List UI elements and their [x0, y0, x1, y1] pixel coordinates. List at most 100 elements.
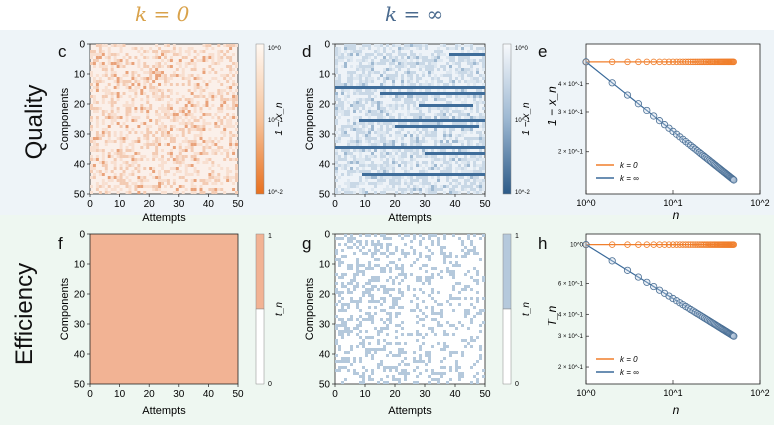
heatmap-cell — [350, 47, 353, 50]
heatmap-cell — [131, 89, 135, 92]
heatmap-f-cells — [89, 233, 239, 385]
heatmap-cell — [461, 122, 464, 125]
heatmap-cell — [232, 176, 236, 179]
heatmap-cell — [383, 167, 386, 170]
heatmap-cell — [374, 249, 377, 252]
heatmap-cell — [164, 77, 167, 80]
heatmap-cell — [368, 342, 371, 345]
heatmap-cell — [443, 366, 446, 369]
heatmap-cell — [235, 146, 238, 149]
heatmap-cell — [440, 324, 443, 327]
heatmap-cell — [125, 185, 129, 188]
heatmap-cell — [386, 170, 389, 173]
heatmap-cell — [425, 116, 428, 119]
heatmap-cell — [193, 155, 197, 158]
heatmap-cell — [395, 330, 398, 333]
heatmap-cell — [395, 56, 398, 59]
heatmap-cell — [434, 191, 437, 194]
heatmap-cell — [398, 95, 401, 98]
heatmap-cell — [362, 294, 365, 297]
heatmap-cell — [389, 351, 392, 354]
heatmap-cell — [113, 176, 117, 179]
heatmap-cell — [199, 116, 203, 119]
xtick-label: 40 — [203, 389, 215, 400]
heatmap-cell — [377, 182, 380, 185]
heatmap-cell — [362, 134, 365, 137]
heatmap-cell — [353, 369, 356, 372]
heatmap-cell — [383, 107, 386, 110]
heatmap-cell — [419, 110, 422, 113]
heatmap-cell — [461, 92, 464, 95]
heatmap-cell — [368, 119, 371, 122]
heatmap-cell — [407, 101, 410, 104]
heatmap-cell — [428, 249, 431, 252]
heatmap-cell — [214, 152, 218, 155]
heatmap-cell — [467, 173, 470, 176]
heatmap-cell — [467, 252, 470, 255]
heatmap-cell — [449, 176, 452, 179]
heatmap-cell — [335, 71, 338, 74]
heatmap-cell — [181, 158, 185, 161]
panel-label-d: d — [302, 42, 312, 61]
heatmap-cell — [473, 188, 476, 191]
heatmap-cell — [374, 44, 377, 47]
heatmap-cell — [137, 137, 141, 140]
heatmap-cell — [386, 143, 389, 146]
heatmap-cell — [371, 89, 374, 92]
heatmap-cell — [470, 366, 473, 369]
heatmap-cell — [398, 372, 401, 375]
heatmap-cell — [356, 258, 359, 261]
heatmap-cell — [158, 179, 162, 182]
heatmap-cell — [362, 107, 365, 110]
heatmap-cell — [359, 321, 362, 324]
heatmap-cell — [166, 77, 170, 80]
heatmap-cell — [226, 179, 230, 182]
xlabel-f: Attempts — [142, 405, 186, 417]
heatmap-cell — [347, 240, 350, 243]
heatmap-cell — [389, 182, 392, 185]
heatmap-cell — [149, 107, 153, 110]
heatmap-cell — [347, 282, 350, 285]
heatmap-cell — [410, 86, 413, 89]
heatmap-cell — [398, 65, 401, 68]
heatmap-cell — [389, 252, 392, 255]
heatmap-cell — [413, 146, 416, 149]
heatmap-cell — [217, 80, 221, 83]
heatmap-cell — [452, 185, 455, 188]
heatmap-cell — [347, 182, 350, 185]
heatmap-cell — [98, 47, 102, 50]
heatmap-cell — [172, 173, 176, 176]
heatmap-cell — [338, 155, 341, 158]
heatmap-cell — [341, 158, 344, 161]
heatmap-cell — [371, 288, 374, 291]
heatmap-cell — [374, 327, 377, 330]
heatmap-cell — [482, 125, 485, 128]
heatmap-cell — [205, 140, 209, 143]
heatmap-cell — [479, 357, 482, 360]
heatmap-cell — [362, 188, 365, 191]
heatmap-cell — [380, 128, 383, 131]
heatmap-cell — [419, 125, 422, 128]
heatmap-cell — [125, 83, 129, 86]
heatmap-d-cells — [335, 44, 485, 194]
heatmap-cell — [425, 176, 428, 179]
heatmap-cell — [449, 143, 452, 146]
heatmap-cell — [395, 366, 398, 369]
heatmap-cell — [404, 378, 407, 381]
heatmap-cell — [449, 354, 452, 357]
heatmap-cell — [479, 119, 482, 122]
heatmap-cell — [380, 44, 383, 47]
heatmap-cell — [335, 137, 338, 140]
heatmap-cell — [473, 179, 476, 182]
heatmap-cell — [101, 101, 105, 104]
heatmap-cell — [235, 143, 238, 146]
heatmap-cell — [419, 83, 422, 86]
heatmap-cell — [434, 74, 437, 77]
heatmap-cell — [92, 50, 96, 53]
heatmap-cell — [143, 137, 147, 140]
heatmap-cell — [196, 152, 200, 155]
heatmap-cell — [359, 98, 362, 101]
heatmap-cell — [205, 104, 209, 107]
heatmap-cell — [235, 173, 238, 176]
xtick-label: 30 — [173, 389, 185, 400]
